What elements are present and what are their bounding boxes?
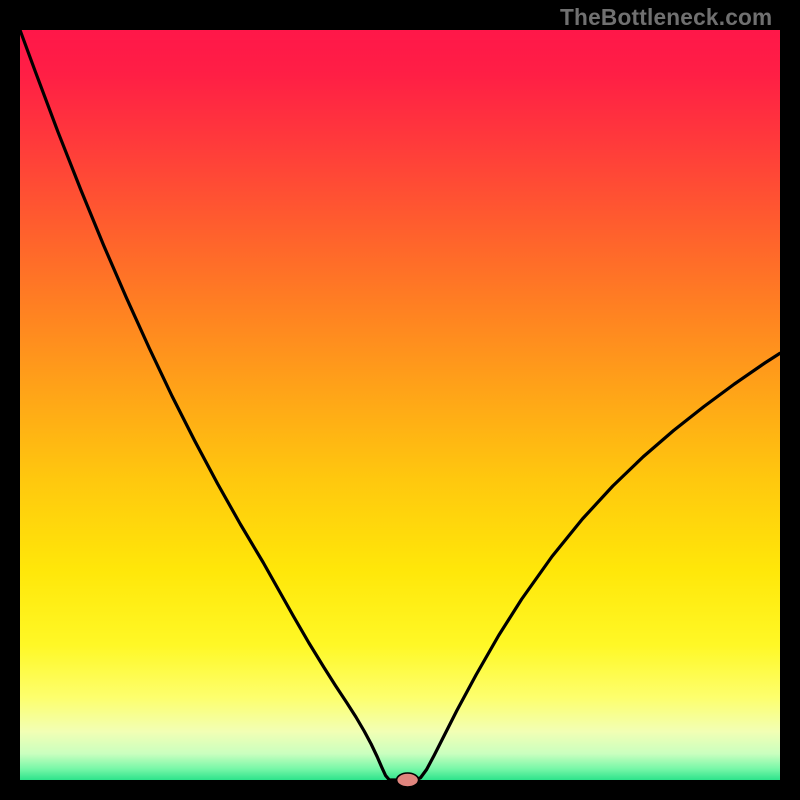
watermark-text: TheBottleneck.com — [560, 4, 772, 31]
plot-area — [20, 30, 780, 780]
